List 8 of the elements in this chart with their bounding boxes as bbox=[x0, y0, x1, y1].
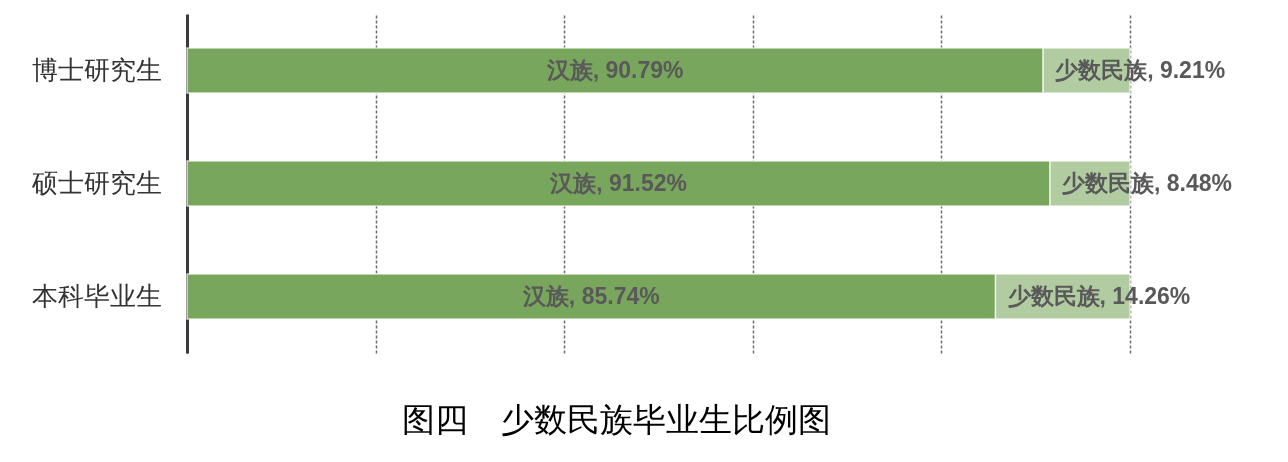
data-label: 少数民族, 8.48% bbox=[1062, 169, 1233, 196]
data-label: 汉族, 85.74% bbox=[521, 282, 660, 309]
data-label: 汉族, 90.79% bbox=[545, 56, 684, 83]
y-tick-label: 博士研究生 bbox=[31, 55, 162, 85]
y-tick-label: 本科毕业生 bbox=[31, 281, 162, 311]
y-tick-label: 硕士研究生 bbox=[30, 168, 162, 198]
text: 图四 少数民族毕业生比例图 bbox=[402, 402, 831, 438]
data-label: 汉族, 91.52% bbox=[549, 169, 687, 196]
